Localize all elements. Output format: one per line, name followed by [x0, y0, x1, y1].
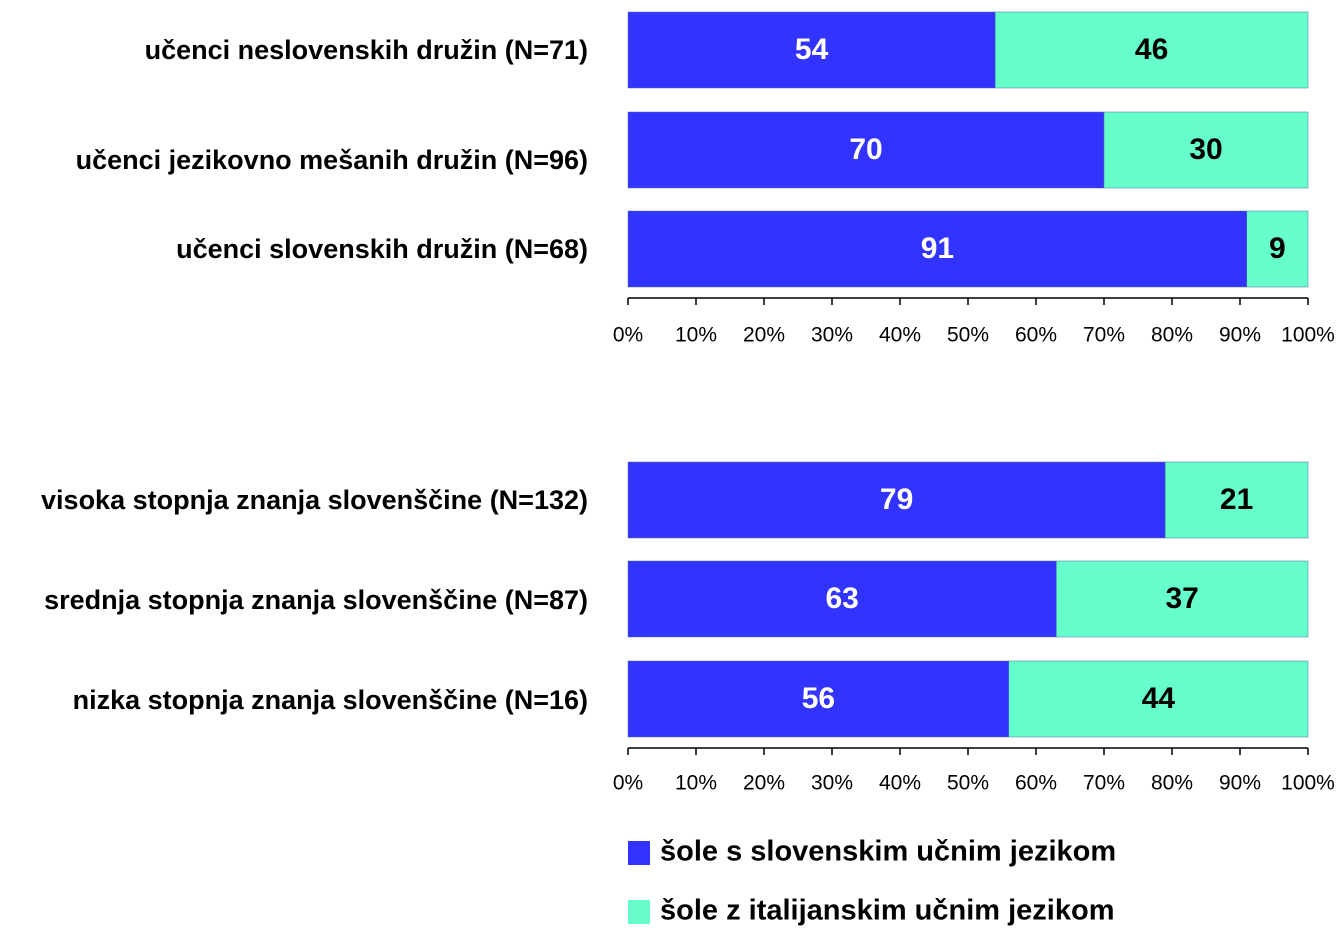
x-tick-label: 50%: [947, 324, 989, 347]
category-label: učenci jezikovno mešanih družin (N=96): [76, 140, 588, 180]
x-tick-label: 80%: [1151, 324, 1193, 347]
category-label: srednja stopnja znanja slovenščine (N=87…: [44, 580, 588, 620]
bar-segment: [1246, 210, 1309, 288]
x-tick-label: 20%: [743, 324, 785, 347]
value-label: 54: [795, 33, 829, 66]
x-tick-label: 100%: [1281, 324, 1335, 347]
bar-segment: [1164, 461, 1309, 539]
bar-segment: [627, 210, 1248, 288]
value-label: 44: [1142, 682, 1176, 715]
category-label-text: učenci jezikovno mešanih družin (N=96): [75, 145, 588, 175]
value-label: 21: [1220, 483, 1253, 516]
x-tick-label: 30%: [811, 772, 853, 795]
category-label-text: srednja stopnja znanja slovenščine (N=87…: [44, 585, 588, 615]
legend-swatch: [628, 841, 650, 865]
value-label: 30: [1189, 133, 1222, 166]
bar-segment: [994, 11, 1309, 89]
category-label-text: visoka stopnja znanja slovenščine (N=132…: [41, 485, 588, 515]
x-tick-label: 10%: [675, 324, 717, 347]
category-label: učenci slovenskih družin (N=68): [176, 229, 588, 269]
x-tick-label: 100%: [1281, 772, 1335, 795]
x-tick-label: 90%: [1219, 772, 1261, 795]
category-label-text: nizka stopnja znanja slovenščine (N=16): [72, 685, 588, 715]
category-label: visoka stopnja znanja slovenščine (N=132…: [41, 480, 588, 520]
value-label: 56: [802, 682, 835, 715]
value-label: 46: [1135, 33, 1168, 66]
legend-label: šole z italijanskim učnim jezikom: [660, 895, 1114, 927]
bar-segment: [627, 461, 1166, 539]
bar-segment: [627, 11, 996, 89]
x-tick-label: 90%: [1219, 324, 1261, 347]
bar-segment: [627, 111, 1105, 189]
x-tick-label: 40%: [879, 772, 921, 795]
legend-label: šole s slovenskim učnim jezikom: [660, 836, 1116, 868]
x-tick-label: 40%: [879, 324, 921, 347]
bar-segment: [1103, 111, 1309, 189]
x-tick-label: 70%: [1083, 772, 1125, 795]
x-tick-label: 80%: [1151, 772, 1193, 795]
value-label: 37: [1166, 582, 1199, 615]
x-tick-label: 0%: [613, 324, 643, 347]
x-tick-label: 30%: [811, 324, 853, 347]
x-tick-label: 60%: [1015, 324, 1057, 347]
category-label-text: učenci neslovenskih družin (N=71): [144, 35, 588, 65]
bar-segment: [1008, 660, 1309, 738]
x-tick-label: 20%: [743, 772, 785, 795]
category-label: nizka stopnja znanja slovenščine (N=16): [73, 680, 588, 720]
x-tick-label: 50%: [947, 772, 989, 795]
bar-segment: [1056, 560, 1309, 638]
value-label: 79: [880, 483, 913, 516]
x-tick-label: 70%: [1083, 324, 1125, 347]
value-label: 9: [1269, 232, 1286, 265]
value-label: 70: [849, 133, 882, 166]
bar-segment: [627, 660, 1010, 738]
value-label: 63: [826, 582, 859, 615]
x-tick-label: 60%: [1015, 772, 1057, 795]
value-label: 91: [921, 232, 954, 265]
legend-swatch: [628, 900, 650, 924]
bar-segment: [627, 560, 1057, 638]
x-tick-label: 10%: [675, 772, 717, 795]
category-label-text: učenci slovenskih družin (N=68): [176, 234, 588, 264]
category-label: učenci neslovenskih družin (N=71): [145, 30, 588, 70]
x-tick-label: 0%: [613, 772, 643, 795]
